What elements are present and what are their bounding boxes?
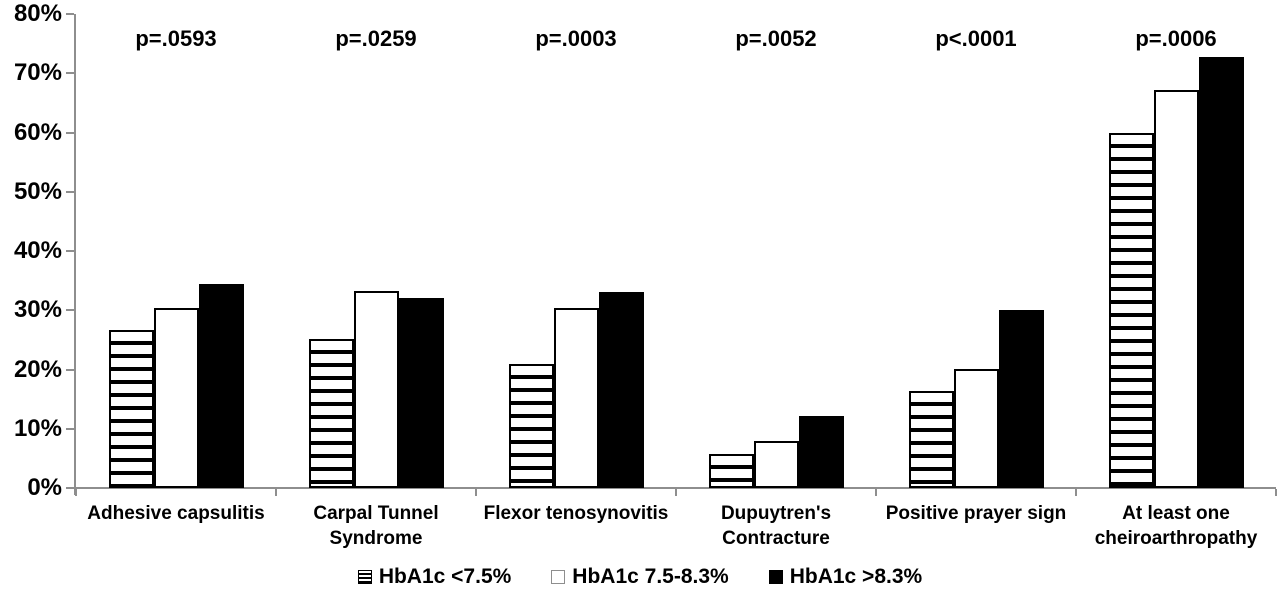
y-tick [66,427,74,430]
legend-label: HbA1c <7.5% [378,565,512,588]
bar [309,339,354,488]
bar [509,364,554,488]
p-value-label: p<.0001 [935,26,1017,51]
x-tick [1275,489,1277,496]
category-label: Adhesive capsulitis [87,503,265,524]
y-tick [66,13,74,15]
y-tick-label: 60% [13,118,62,146]
legend-swatch-horizontal-stripes-icon [357,570,372,584]
legend-label: HbA1c >8.3% [789,565,923,588]
y-tick-label: 40% [13,237,62,264]
legend-swatch-white-icon [551,570,566,584]
legend-item: HbA1c 7.5-8.3% [551,565,729,589]
legend-item: HbA1c >8.3% [768,565,923,589]
bar [1154,90,1199,488]
p-value-label: p=.0003 [535,26,617,51]
y-tick [66,309,74,312]
x-tick [875,489,877,496]
x-tick [275,489,277,496]
y-tick-label: 0% [27,474,62,501]
category-label: Dupuytren's Contracture [720,503,832,549]
p-value-label: p=.0052 [735,26,817,51]
category-label: At least one cheiroarthropathy [1094,503,1258,549]
x-tick [1075,489,1077,496]
y-tick [66,368,74,371]
y-tick-label: 80% [13,0,62,27]
p-value-label: p=.0593 [135,26,217,51]
bar [999,310,1044,488]
bar [1199,57,1244,488]
y-tick [66,72,74,75]
x-tick [75,489,77,496]
bar [709,454,754,488]
p-value-label: p=.0006 [1135,26,1217,51]
legend-item: HbA1c <7.5% [357,565,512,589]
bar [154,308,199,488]
bar [554,308,599,488]
bar [909,391,954,488]
y-tick-label: 10% [13,414,62,442]
bar [799,416,844,488]
legend: HbA1c <7.5% HbA1c 7.5-8.3% HbA1c >8.3% [0,565,1280,589]
bar [599,292,644,488]
x-axis-line [74,487,1276,489]
bar [1109,133,1154,488]
x-tick [675,489,677,496]
y-tick-label: 50% [13,177,62,205]
y-tick-label: 30% [13,296,62,324]
y-tick-label: 70% [13,59,62,87]
bar [954,369,999,488]
y-tick [66,190,74,193]
y-tick [66,131,74,134]
bar [354,291,399,488]
p-value-label: p=.0259 [335,26,417,51]
bar [109,330,154,488]
bar [199,284,244,488]
y-tick-label: 20% [13,355,62,383]
legend-label: HbA1c 7.5-8.3% [572,565,729,588]
category-label: Flexor tenosynovitis [483,503,669,524]
y-tick [66,250,74,252]
category-label: Positive prayer sign [885,503,1067,524]
legend-swatch-black-icon [768,570,783,584]
y-tick [66,487,74,489]
bar [399,298,444,488]
y-axis-line [74,14,76,495]
bar [754,441,799,488]
category-label: Carpal Tunnel Syndrome [313,503,439,549]
x-tick [475,489,477,496]
